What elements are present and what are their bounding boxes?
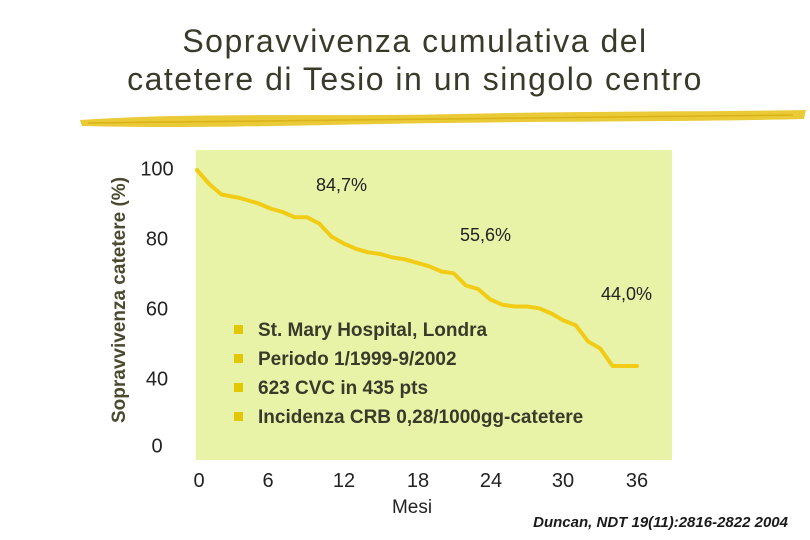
notes-list: St. Mary Hospital, Londra Periodo 1/1999… (232, 316, 583, 432)
note-item: Incidenza CRB 0,28/1000gg-catetere (232, 403, 583, 432)
annotation-55-6: 55,6% (460, 225, 512, 245)
brush-stroke-decoration (80, 110, 806, 128)
note-item: St. Mary Hospital, Londra (232, 316, 583, 345)
y-tick-label: 0 (151, 435, 163, 458)
y-tick-label: 80 (145, 228, 169, 251)
title-line-1: Sopravvivenza cumulativa del (182, 23, 648, 59)
annotation-84-7: 84,7% (316, 175, 368, 195)
bullet-icon (234, 412, 243, 421)
note-text: Incidenza CRB 0,28/1000gg-catetere (258, 407, 584, 428)
bullet-icon (234, 354, 243, 363)
chart-title: Sopravvivenza cumulativa del catetere di… (0, 22, 810, 98)
note-text: St. Mary Hospital, Londra (258, 320, 488, 341)
x-tick-label: 6 (262, 470, 274, 492)
survival-series-line (195, 168, 639, 368)
title-line-2: catetere di Tesio in un singolo centro (127, 61, 703, 97)
note-item: 623 CVC in 435 pts (232, 374, 583, 403)
bullet-icon (234, 325, 243, 334)
x-tick-label: 24 (479, 470, 503, 492)
y-tick-label: 60 (145, 298, 169, 321)
y-tick-label: 100 (140, 158, 174, 181)
source-citation: Duncan, NDT 19(11):2816-2822 2004 (533, 514, 788, 531)
x-tick-label: 0 (193, 470, 205, 492)
x-tick-label: 12 (332, 470, 356, 492)
note-text: Periodo 1/1999-9/2002 (258, 349, 457, 370)
y-tick-label: 40 (145, 368, 169, 391)
x-tick-label: 30 (551, 470, 575, 492)
x-tick-label: 18 (406, 470, 430, 492)
plot-area (196, 150, 672, 460)
x-axis-label: Mesi (391, 497, 433, 518)
note-text: 623 CVC in 435 pts (258, 378, 429, 399)
annotation-44-0: 44,0% (601, 284, 653, 304)
x-tick-label: 36 (625, 470, 649, 492)
bullet-icon (234, 383, 243, 392)
note-item: Periodo 1/1999-9/2002 (232, 345, 583, 374)
